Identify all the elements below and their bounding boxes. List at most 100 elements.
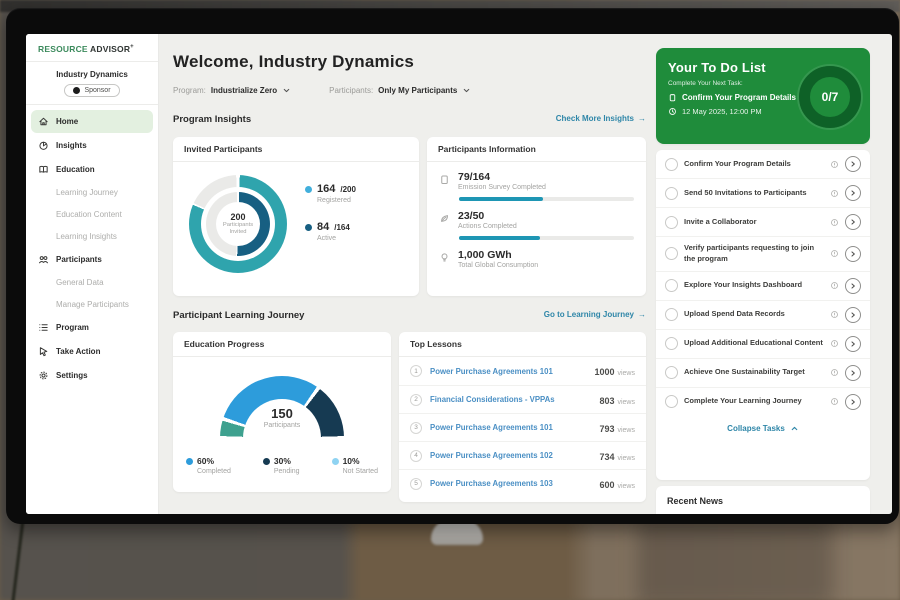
task-checkbox[interactable] bbox=[665, 337, 678, 351]
invited-participants-card: Invited Participants 200 Participants In… bbox=[173, 137, 419, 296]
wall-shadow bbox=[638, 515, 833, 600]
not-started-dot-icon bbox=[331, 457, 339, 465]
sidebar-item-label: Take Action bbox=[56, 347, 101, 356]
task-checkbox[interactable] bbox=[665, 366, 678, 380]
todo-progress-count: 0/7 bbox=[821, 90, 839, 104]
participants-filter[interactable]: Participants: Only My Participants bbox=[329, 86, 471, 95]
task-open-button[interactable] bbox=[845, 156, 861, 172]
sidebar-item-participants[interactable]: Participants bbox=[31, 248, 153, 271]
book-icon bbox=[39, 165, 48, 173]
sidebar-item-program[interactable]: Program bbox=[31, 316, 153, 339]
task-checkbox[interactable] bbox=[665, 157, 678, 171]
chevron-right-icon bbox=[851, 312, 855, 318]
sidebar-item-label: General Data bbox=[56, 278, 104, 287]
rank-badge: 2 bbox=[410, 393, 422, 406]
filters-row: Program: Industrialize Zero Participants… bbox=[173, 86, 471, 95]
sidebar-item-take-action[interactable]: Take Action bbox=[31, 340, 153, 363]
completed-label: Completed bbox=[197, 468, 231, 475]
education-gauge bbox=[220, 376, 344, 438]
views-label: views bbox=[617, 482, 635, 490]
task-label: Complete Your Learning Journey bbox=[684, 396, 802, 406]
task-open-button[interactable] bbox=[845, 306, 861, 323]
task-open-button[interactable] bbox=[845, 214, 861, 230]
chevron-down-icon bbox=[464, 88, 470, 93]
task-checkbox[interactable] bbox=[665, 247, 678, 261]
main-content: Welcome, Industry Dynamics Program: Indu… bbox=[159, 34, 892, 514]
sidebar-item-label: Learning Journey bbox=[56, 188, 118, 197]
task-open-button[interactable] bbox=[845, 185, 861, 201]
task-row: Explore Your Insights Dashboard bbox=[656, 270, 870, 300]
task-open-button[interactable] bbox=[845, 335, 861, 352]
views-label: views bbox=[617, 454, 635, 462]
task-open-button[interactable] bbox=[845, 364, 861, 381]
lesson-link[interactable]: Financial Considerations - VPPAs bbox=[430, 395, 555, 404]
check-more-insights-link[interactable]: Check More Insights → bbox=[499, 114, 646, 123]
sidebar-item-home[interactable]: Home bbox=[31, 110, 153, 133]
chevron-right-icon bbox=[851, 341, 855, 347]
lesson-link[interactable]: Power Purchase Agreements 102 bbox=[430, 451, 553, 460]
chevron-right-icon bbox=[851, 251, 855, 257]
go-to-learning-journey-label: Go to Learning Journey bbox=[543, 310, 634, 319]
sidebar-item-label: Home bbox=[56, 117, 79, 126]
cursor-action-icon bbox=[39, 347, 48, 357]
not-started-pct: 10% bbox=[342, 456, 360, 466]
check-more-insights-label: Check More Insights bbox=[555, 114, 634, 123]
sidebar-item-learning-journey[interactable]: Learning Journey bbox=[31, 182, 153, 203]
stat-label: Emission Survey Completed bbox=[458, 184, 546, 191]
lesson-row: 5 Power Purchase Agreements 103 600 views bbox=[399, 469, 646, 497]
arrow-right-icon: → bbox=[638, 114, 646, 123]
todo-due-label: 12 May 2025, 12:00 PM bbox=[682, 107, 762, 116]
program-insights-title: Program Insights bbox=[173, 114, 252, 125]
task-checkbox[interactable] bbox=[665, 215, 678, 229]
sidebar-item-manage-participants[interactable]: Manage Participants bbox=[31, 294, 153, 315]
sidebar-item-label: Program bbox=[56, 323, 89, 332]
lesson-link[interactable]: Power Purchase Agreements 103 bbox=[430, 479, 553, 488]
sidebar-item-education-content[interactable]: Education Content bbox=[31, 204, 153, 225]
go-to-learning-journey-link[interactable]: Go to Learning Journey → bbox=[499, 310, 646, 319]
task-row: Upload Spend Data Records bbox=[656, 299, 870, 329]
sponsor-icon bbox=[73, 87, 81, 94]
chevron-down-icon bbox=[283, 88, 290, 93]
views-count: 600 bbox=[599, 479, 615, 490]
emission-progress-fill bbox=[459, 197, 543, 201]
info-icon bbox=[830, 249, 839, 258]
collapse-tasks-link[interactable]: Collapse Tasks bbox=[656, 416, 870, 439]
sidebar-item-general-data[interactable]: General Data bbox=[31, 272, 153, 293]
lesson-link[interactable]: Power Purchase Agreements 101 bbox=[430, 423, 553, 432]
invited-participants-card-title: Invited Participants bbox=[173, 137, 419, 162]
chevron-right-icon bbox=[851, 219, 855, 225]
task-checkbox[interactable] bbox=[665, 395, 678, 409]
lesson-link[interactable]: Power Purchase Agreements 101 bbox=[430, 366, 553, 376]
task-row: Complete Your Learning Journey bbox=[656, 386, 870, 416]
page-title: Welcome, Industry Dynamics bbox=[173, 52, 415, 71]
sidebar-menu: Home Insights Education Learning Journey bbox=[26, 104, 158, 387]
sidebar-item-learning-insights[interactable]: Learning Insights bbox=[31, 226, 153, 247]
task-checkbox[interactable] bbox=[665, 279, 678, 293]
dashboard-screen: RESOURCE ADVISOR+ Industry Dynamics Spon… bbox=[26, 34, 892, 514]
task-open-button[interactable] bbox=[845, 277, 861, 294]
task-checkbox[interactable] bbox=[665, 308, 678, 322]
task-open-button[interactable] bbox=[845, 245, 861, 262]
program-filter[interactable]: Program: Industrialize Zero bbox=[173, 86, 291, 95]
monitor-bezel: RESOURCE ADVISOR+ Industry Dynamics Spon… bbox=[6, 8, 899, 524]
completed-dot-icon bbox=[186, 457, 193, 465]
task-label: Send 50 Invitations to Participants bbox=[684, 187, 807, 197]
sidebar-item-label: Education Content bbox=[56, 210, 122, 219]
sidebar-item-settings[interactable]: Settings bbox=[31, 364, 153, 387]
task-label: Upload Additional Educational Content bbox=[684, 338, 823, 348]
sidebar-item-education[interactable]: Education bbox=[31, 158, 153, 181]
pending-dot-icon bbox=[262, 457, 270, 465]
chevron-right-icon bbox=[851, 161, 855, 167]
clock-icon bbox=[669, 108, 676, 115]
lesson-row: 3 Power Purchase Agreements 101 793 views bbox=[399, 413, 646, 441]
task-row: Send 50 Invitations to Participants bbox=[656, 178, 870, 207]
task-open-button[interactable] bbox=[845, 393, 861, 410]
info-icon bbox=[830, 339, 839, 348]
top-lessons-card: Top Lessons 1 Power Purchase Agreements … bbox=[399, 332, 646, 502]
chevron-right-icon bbox=[851, 283, 855, 289]
task-checkbox[interactable] bbox=[665, 186, 678, 200]
registered-value: 164 bbox=[317, 183, 336, 195]
task-label: Explore Your Insights Dashboard bbox=[684, 280, 803, 290]
active-value: 84 bbox=[317, 221, 330, 233]
sidebar-item-insights[interactable]: Insights bbox=[31, 134, 153, 157]
